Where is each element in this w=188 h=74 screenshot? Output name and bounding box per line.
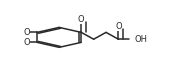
Text: O: O	[115, 22, 122, 31]
Text: O: O	[23, 28, 30, 37]
Text: OH: OH	[134, 35, 147, 44]
Text: O: O	[23, 38, 30, 47]
Text: O: O	[78, 15, 85, 24]
